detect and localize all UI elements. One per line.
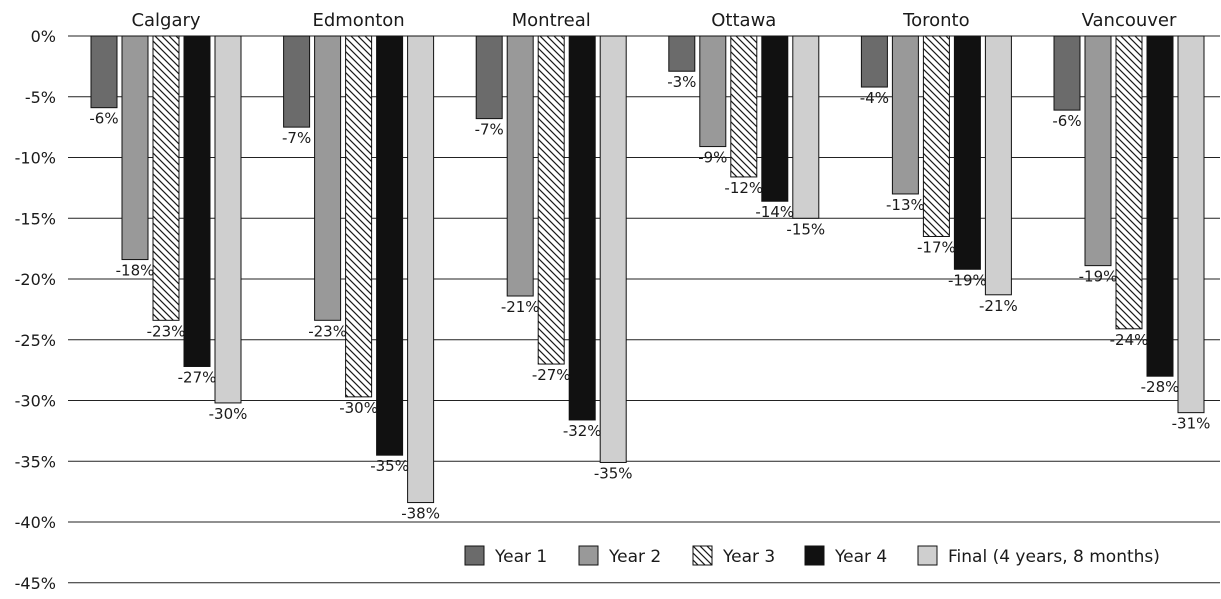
data-label: -21% [501,298,540,316]
category-label: Ottawa [711,10,776,31]
bar [506,35,534,297]
bar [568,35,596,421]
bar [376,35,404,456]
data-label: -6% [1052,112,1081,130]
data-label: -6% [89,110,118,128]
legend-label: Year 3 [722,547,775,567]
bar [1146,35,1174,377]
data-label: -21% [979,297,1018,315]
data-label: -35% [594,464,633,482]
legend: Year 1 Year 2 Year 3 Year 4 Final (4 years, … [464,545,1160,567]
bar [90,35,118,109]
bar [699,35,727,148]
legend-label: Year 4 [834,547,887,567]
bar [922,35,950,237]
category-label: Calgary [131,10,200,31]
bar [1084,35,1112,267]
data-label: -35% [370,457,409,475]
gridlines [68,35,1220,584]
legend-label: Final (4 years, 8 months) [948,547,1160,567]
bar [407,35,435,504]
bar [891,35,919,195]
bar [953,35,981,270]
y-tick-label: -40% [15,513,56,532]
data-label: -30% [339,399,378,417]
y-tick-label: -35% [15,452,56,471]
bar [1177,35,1205,414]
bar [152,35,180,321]
legend-swatch [917,545,938,566]
bar [730,35,758,178]
data-label: -27% [532,366,571,384]
bar [599,35,627,463]
data-label: -19% [948,271,987,289]
data-label: -7% [475,121,504,139]
y-axis-ticks: 0% -5% -10% -15% -20% -25% -30% -35% -40% -45% [15,27,56,593]
data-label: -32% [563,422,602,440]
bar [792,35,820,219]
data-label: -31% [1172,415,1211,433]
y-tick-label: -10% [15,149,56,168]
y-tick-label: -25% [15,331,56,350]
legend-swatch [692,545,713,566]
data-label: -9% [698,149,727,167]
bar [283,35,311,128]
data-label: -23% [308,322,347,340]
data-label: -4% [860,89,889,107]
bar [984,35,1012,296]
bar [183,35,211,367]
bar [860,35,888,88]
y-tick-label: -15% [15,209,56,228]
data-label: -38% [401,505,440,523]
category-labels: Calgary Edmonton Montreal Ottawa Toronto Vanc… [131,10,1177,31]
data-label: -15% [786,220,825,238]
legend-swatch [804,545,825,566]
category-label: Edmonton [312,10,404,31]
data-label: -17% [917,238,956,256]
data-label: -12% [724,179,763,197]
bar [1053,35,1081,111]
data-label: -28% [1141,378,1180,396]
data-label: -7% [282,129,311,147]
data-labels: -6% -7% -7% -3% -4% -6% -18% -23% -21% -9% -13% -19… [89,73,1210,522]
bars [90,35,1205,504]
y-tick-label: -20% [15,270,56,289]
bar [345,35,373,398]
data-label: -18% [116,262,155,280]
y-tick-label: -45% [15,574,56,593]
y-tick-label: 0% [31,27,56,46]
data-label: -27% [178,368,217,386]
y-tick-label: -30% [15,392,56,411]
data-label: -13% [886,196,925,214]
data-label: -30% [209,405,248,423]
data-label: -24% [1110,331,1149,349]
bar [214,35,242,404]
bar [121,35,149,261]
legend-swatch [578,545,599,566]
bar [537,35,565,365]
bar [314,35,342,321]
bar [668,35,696,72]
data-label: -19% [1079,268,1118,286]
category-label: Toronto [902,10,969,31]
legend-label: Year 1 [494,547,547,567]
data-label: -23% [147,322,186,340]
legend-swatch [464,545,485,566]
data-label: -3% [667,73,696,91]
category-label: Montreal [512,10,591,31]
y-tick-label: -5% [25,88,56,107]
bar [761,35,789,202]
data-label: -14% [755,203,794,221]
bar [475,35,503,120]
bar [1115,35,1143,330]
legend-label: Year 2 [608,547,661,567]
category-label: Vancouver [1082,10,1177,31]
